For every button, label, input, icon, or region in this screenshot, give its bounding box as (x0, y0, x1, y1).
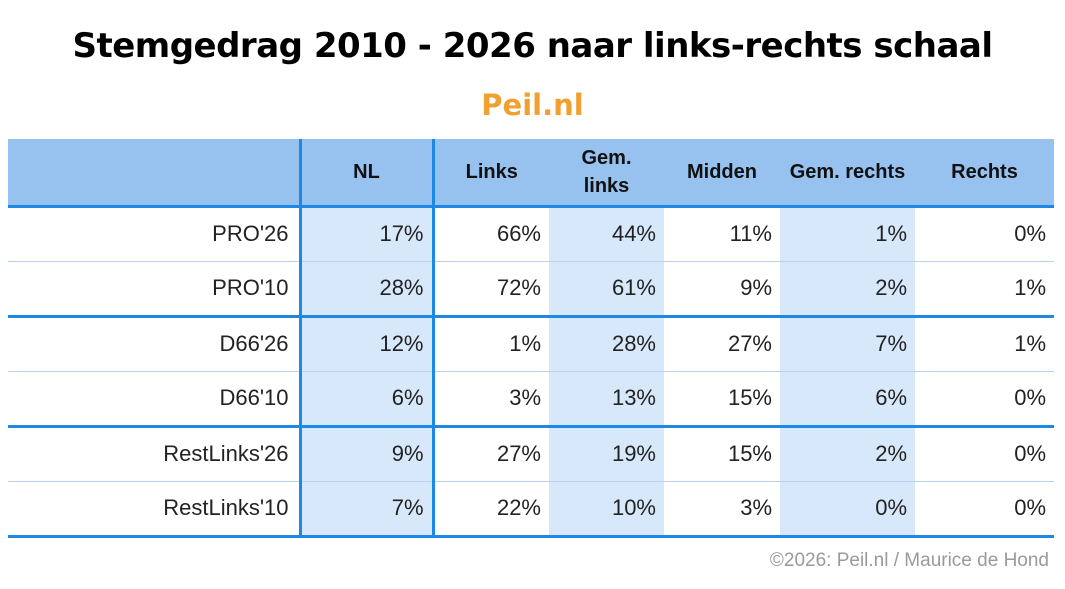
cell-gem-rechts: 2% (780, 261, 915, 318)
table-row: RestLinks'10 7% 22% 10% 3% 0% 0% (8, 481, 1054, 538)
header-rechts: Rechts (915, 139, 1054, 208)
cell-links: 3% (431, 371, 549, 428)
header-midden: Midden (664, 139, 780, 208)
cell-midden: 27% (664, 316, 780, 372)
table-row: D66'26 12% 1% 28% 27% 7% 1% (8, 316, 1054, 372)
cell-gem-rechts: 2% (780, 426, 915, 482)
copyright-footer: ©2026: Peil.nl / Maurice de Hond (769, 550, 1049, 571)
cell-gem-rechts: 0% (780, 481, 915, 538)
cell-gem-links: 10% (549, 481, 664, 538)
table-row: PRO'26 17% 66% 44% 11% 1% 0% (8, 206, 1054, 262)
cell-gem-links: 28% (549, 316, 664, 372)
cell-midden: 11% (664, 206, 780, 262)
cell-midden: 15% (664, 371, 780, 428)
cell-nl: 6% (298, 371, 433, 428)
row-label: RestLinks'10 (8, 481, 300, 538)
cell-rechts: 1% (915, 261, 1054, 318)
header-nl: NL (298, 139, 433, 208)
cell-nl: 7% (298, 481, 433, 538)
cell-gem-rechts: 6% (780, 371, 915, 428)
cell-gem-links: 19% (549, 426, 664, 482)
cell-rechts: 1% (915, 316, 1054, 372)
cell-links: 27% (431, 426, 549, 482)
chart-title: Stemgedrag 2010 - 2026 naar links-rechts… (72, 26, 993, 66)
row-label: PRO'10 (8, 261, 300, 318)
cell-rechts: 0% (915, 371, 1054, 428)
table-row: PRO'10 28% 72% 61% 9% 2% 1% (8, 261, 1054, 318)
cell-nl: 17% (298, 206, 433, 262)
cell-gem-rechts: 7% (780, 316, 915, 372)
row-label: D66'26 (8, 316, 300, 372)
cell-rechts: 0% (915, 206, 1054, 262)
cell-gem-rechts: 1% (780, 206, 915, 262)
row-label: PRO'26 (8, 206, 300, 262)
row-label: D66'10 (8, 371, 300, 428)
cell-links: 22% (431, 481, 549, 538)
table-row: RestLinks'26 9% 27% 19% 15% 2% 0% (8, 426, 1054, 482)
cell-links: 72% (431, 261, 549, 318)
cell-gem-links: 13% (549, 371, 664, 428)
cell-midden: 9% (664, 261, 780, 318)
cell-nl: 9% (298, 426, 433, 482)
cell-rechts: 0% (915, 426, 1054, 482)
cell-midden: 3% (664, 481, 780, 538)
chart-subtitle: Peil.nl (481, 88, 584, 122)
row-label: RestLinks'26 (8, 426, 300, 482)
data-table: NL Links Gem. links Midden Gem. rechts R… (8, 139, 1054, 538)
cell-links: 66% (431, 206, 549, 262)
header-gem-rechts: Gem. rechts (780, 139, 915, 208)
table-row: D66'10 6% 3% 13% 15% 6% 0% (8, 371, 1054, 428)
header-gem-links: Gem. links (549, 139, 664, 208)
cell-links: 1% (431, 316, 549, 372)
cell-nl: 28% (298, 261, 433, 318)
header-links: Links (431, 139, 549, 208)
cell-gem-links: 44% (549, 206, 664, 262)
cell-gem-links: 61% (549, 261, 664, 318)
header-row: NL Links Gem. links Midden Gem. rechts R… (8, 139, 1054, 208)
cell-rechts: 0% (915, 481, 1054, 538)
header-label (8, 139, 300, 208)
cell-midden: 15% (664, 426, 780, 482)
cell-nl: 12% (298, 316, 433, 372)
